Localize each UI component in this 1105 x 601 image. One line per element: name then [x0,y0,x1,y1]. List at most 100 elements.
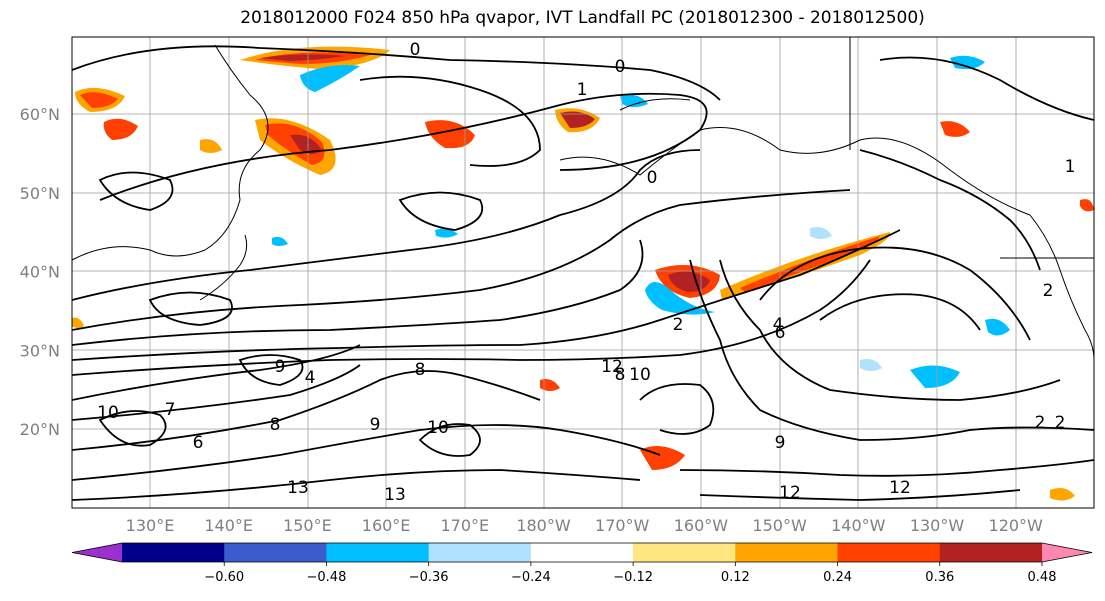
lat-tick-label: 20°N [20,420,60,439]
shade-patch [300,65,360,92]
contour-label: 9 [275,357,286,377]
colorbar-segment [1042,543,1092,562]
contour [879,56,1094,121]
north-america-west-coast [1029,214,1094,361]
lon-tick-label: 180°W [516,516,571,535]
contour [699,489,1021,501]
contour [72,45,721,101]
lon-tick-label: 120°W [989,516,1044,535]
contour [72,469,641,501]
contour-label: 2 [673,315,684,335]
contour [72,364,361,421]
contour [418,423,481,457]
contour-label: 0 [615,57,626,77]
lon-tick-label: 130°E [126,516,175,535]
colorbar-segment [633,543,736,562]
lon-tick-label: 140°W [831,516,886,535]
colorbar-tick-label: 0.24 [823,570,852,585]
contour [72,149,701,301]
shade-patch [668,271,710,292]
contour [72,229,901,361]
shade-patch [860,359,882,371]
contour [859,149,1041,271]
map-title: 2018012000 F024 850 hPa qvapor, IVT Land… [240,8,925,28]
contour [99,92,708,201]
contour-label: 2 [1043,281,1054,301]
lon-tick-label: 150°E [283,516,332,535]
contour-label: 6 [775,323,786,343]
contour-label: 1 [1065,157,1076,177]
colorbar-tick-label: 0.12 [721,570,750,585]
shade-patch [103,118,138,140]
contour [689,259,1094,441]
coastlines [72,37,1094,361]
contour [72,344,361,401]
contour-label: 2 [1035,413,1046,433]
lon-tick-label: 160°W [674,516,729,535]
contour-label: 12 [779,483,801,503]
colorbar-tick-label: −0.24 [511,570,551,585]
shade-patch [940,121,970,137]
contour-label: 13 [287,478,309,498]
shade-patch [80,92,118,108]
shade-patch [810,227,832,239]
lon-tick-label: 160°E [362,516,411,535]
colorbar-segment [224,543,327,562]
contour [819,293,981,331]
contour [72,189,851,331]
contour [238,354,304,386]
contour-label: 8 [415,360,426,380]
contour-label: 10 [629,365,651,385]
shade-patch [435,228,458,238]
map-frame [71,36,1095,509]
contour [719,259,1061,401]
contour [639,383,715,435]
shade-patch [910,365,960,388]
contour-label: 12 [889,478,911,498]
colorbar-segment [939,543,1043,562]
contour [679,459,1094,477]
contour-label: 10 [427,418,449,438]
contour [72,370,541,451]
shade-patch [985,318,1010,336]
contour [98,171,174,211]
lon-tick-label: 170°E [440,516,489,535]
lat-tick-label: 40°N [20,263,60,282]
colorbar-tick-label: 0.36 [925,570,954,585]
lon-tick-label: 170°W [595,516,650,535]
contour [398,191,484,231]
contour-label: 4 [773,315,784,335]
contour-lines [72,45,1094,501]
contour-label: 9 [775,433,786,453]
contour [98,410,167,447]
contour-label: 6 [193,433,204,453]
contour [759,246,1031,341]
latitude-axis: 60°N 50°N 40°N 30°N 20°N [20,105,60,439]
lon-tick-label: 130°W [910,516,965,535]
lon-tick-label: 150°W [752,516,807,535]
contour-label: 1 [577,80,588,100]
contour [72,424,661,481]
contour-label: 8 [270,415,281,435]
asia-coast [72,44,269,261]
contour-label: 12 [601,357,623,377]
shade-patch [560,111,595,128]
colorbar-segment [428,543,532,562]
colorbar-tick-label: 0.48 [1028,570,1057,585]
contour [359,75,541,167]
contour [72,259,871,376]
colorbar-segment [837,543,941,562]
shade-patch [265,123,325,165]
colorbar-segment [530,543,634,562]
colorbar-tick-label: −0.60 [204,570,244,585]
contour-label: 10 [97,403,119,423]
lat-tick-label: 60°N [20,105,60,124]
shade-patch [1080,199,1094,212]
contour-label: 2 [1055,413,1066,433]
longitude-axis: 130°E 140°E 150°E 160°E 170°E 180°W 170°W 160°W… [126,516,1043,535]
shade-patch [72,317,84,328]
lat-tick-label: 50°N [20,184,60,203]
shade-patch [950,55,985,70]
colorbar-segment [326,543,430,562]
